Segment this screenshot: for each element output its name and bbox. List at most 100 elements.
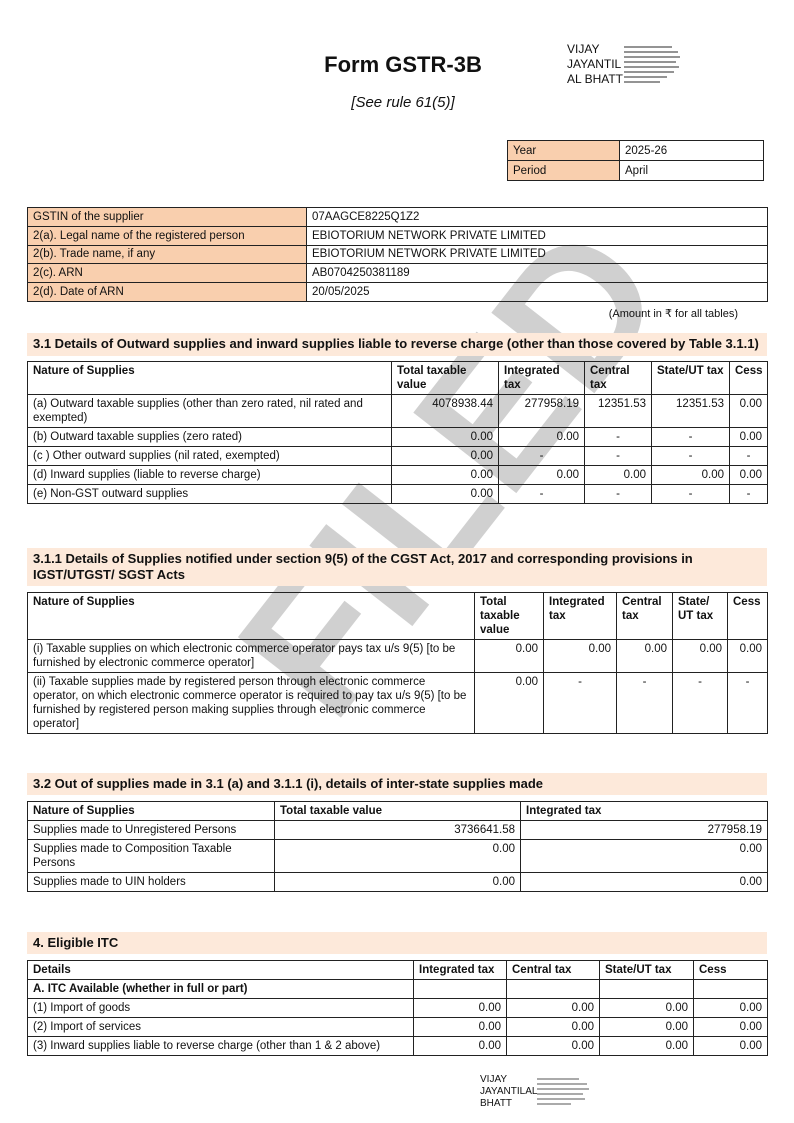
signature-line: JAYANTILAL (480, 1086, 538, 1097)
row: (i) Taxable supplies on which electronic… (27, 639, 768, 673)
amount-cell: 0.00 (520, 872, 768, 892)
amount-cell: 0.00 (599, 998, 694, 1018)
empty-cell (506, 979, 600, 999)
header-cell: Total taxable value (391, 361, 499, 395)
signature-scribble (537, 1078, 589, 1105)
header-cell: Total taxable value (274, 801, 521, 821)
label: 2(a). Legal name of the registered perso… (27, 225, 307, 246)
row: 2(c). ARN AB0704250381189 (27, 263, 768, 284)
value: 2025-26 (619, 140, 764, 161)
amount-cell: 0.00 (506, 1017, 600, 1037)
section-title: 4. Eligible ITC (27, 932, 767, 954)
description-cell: (3) Inward supplies liable to reverse ch… (27, 1036, 414, 1056)
row: 2(a). Legal name of the registered perso… (27, 225, 768, 246)
description-cell: (2) Import of services (27, 1017, 414, 1037)
header-cell: Nature of Supplies (27, 801, 275, 821)
amount-cell: 3736641.58 (274, 820, 521, 840)
row: (a) Outward taxable supplies (other than… (27, 394, 768, 428)
amount-cell: 0.00 (599, 1017, 694, 1037)
value: AB0704250381189 (306, 263, 768, 284)
description-cell: (a) Outward taxable supplies (other than… (27, 394, 392, 428)
signature-line: VIJAY (567, 42, 600, 56)
amount-cell: 0.00 (413, 1017, 507, 1037)
label: 2(b). Trade name, if any (27, 244, 307, 265)
signature-line: AL BHATT (567, 72, 624, 86)
row: (1) Import of goods 0.00 0.00 0.00 0.00 (27, 998, 768, 1018)
amount-cell: 0.00 (584, 465, 652, 485)
row: Supplies made to Composition Taxable Per… (27, 839, 768, 873)
header-cell: State/UT tax (599, 960, 694, 980)
value: 07AAGCE8225Q1Z2 (306, 207, 768, 227)
amount-cell: - (616, 672, 673, 734)
amount-cell: 0.00 (729, 465, 768, 485)
description-cell: (ii) Taxable supplies made by registered… (27, 672, 475, 734)
amount-cell: 0.00 (599, 1036, 694, 1056)
section-title: 3.1 Details of Outward supplies and inwa… (27, 333, 767, 356)
amount-cell: - (651, 427, 730, 447)
header-cell: Integrated tax (520, 801, 768, 821)
header-cell: Cess (729, 361, 768, 395)
header-cell: Total taxable value (474, 592, 544, 640)
form-subtitle: [See rule 61(5)] (351, 94, 455, 111)
description-cell: (i) Taxable supplies on which electronic… (27, 639, 475, 673)
amount-cell: 0.00 (693, 1036, 768, 1056)
signature-scribble (624, 46, 680, 83)
row: 2(b). Trade name, if any EBIOTORIUM NETWO… (27, 244, 768, 265)
amount-cell: 0.00 (543, 639, 617, 673)
info-table: Year 2025-26 Period April (507, 140, 764, 181)
amount-cell: 0.00 (693, 998, 768, 1018)
label: Year (507, 140, 620, 161)
amount-cell: 0.00 (727, 639, 768, 673)
signature: VIJAY JAYANTIL AL BHATT (567, 42, 623, 87)
row: Year 2025-26 (507, 140, 764, 161)
amount-cell: 0.00 (391, 427, 499, 447)
value: EBIOTORIUM NETWORK PRIVATE LIMITED (306, 225, 768, 246)
amount-cell: 0.00 (506, 1036, 600, 1056)
row: Supplies made to UIN holders 0.00 0.00 (27, 872, 768, 892)
label: Period (507, 160, 620, 181)
amount-cell: 0.00 (474, 672, 544, 734)
amount-cell: 12351.53 (651, 394, 730, 428)
amount-cell: 0.00 (474, 639, 544, 673)
section-table: Nature of Supplies Total taxable value Int… (27, 361, 768, 504)
amount-cell: 0.00 (498, 465, 585, 485)
row: (3) Inward supplies liable to reverse ch… (27, 1036, 768, 1056)
header-cell: Central tax (616, 592, 673, 640)
header-cell: State/UT tax (651, 361, 730, 395)
amount-cell: - (584, 484, 652, 504)
amount-cell: 0.00 (498, 427, 585, 447)
footer-signature: VIJAY JAYANTILAL BHATT (480, 1074, 537, 1110)
description-cell: (b) Outward taxable supplies (zero rated… (27, 427, 392, 447)
row: Supplies made to Unregistered Persons 373… (27, 820, 768, 840)
amount-cell: 0.00 (391, 465, 499, 485)
header-row: Details Integrated tax Central tax State/UT… (27, 960, 768, 980)
header-cell: Nature of Supplies (27, 592, 475, 640)
amount-cell: 0.00 (413, 1036, 507, 1056)
amount-cell: - (498, 484, 585, 504)
amount-cell: 0.00 (391, 484, 499, 504)
row: (ii) Taxable supplies made by registered… (27, 672, 768, 734)
row: (c ) Other outward supplies (nil rated, … (27, 446, 768, 466)
description-cell: A. ITC Available (whether in full or par… (27, 979, 414, 999)
amount-cell: - (584, 446, 652, 466)
row: GSTIN of the supplier 07AAGCE8225Q1Z2 (27, 207, 768, 227)
header-cell: Central tax (584, 361, 652, 395)
amount-cell: - (729, 446, 768, 466)
row: (2) Import of services 0.00 0.00 0.00 0.00 (27, 1017, 768, 1037)
description-cell: (d) Inward supplies (liable to reverse c… (27, 465, 392, 485)
description-cell: Supplies made to UIN holders (27, 872, 275, 892)
row: A. ITC Available (whether in full or par… (27, 979, 768, 999)
amount-cell: - (727, 672, 768, 734)
amount-cell: 0.00 (729, 427, 768, 447)
row: (d) Inward supplies (liable to reverse c… (27, 465, 768, 485)
signature-line: JAYANTIL (567, 57, 622, 71)
amount-cell: 0.00 (693, 1017, 768, 1037)
amount-note: (Amount in ₹ for all tables) (608, 308, 738, 320)
header-cell: Integrated tax (543, 592, 617, 640)
description-cell: (e) Non-GST outward supplies (27, 484, 392, 504)
signature-line: VIJAY (480, 1074, 508, 1085)
section-table: Nature of Supplies Total taxable value Int… (27, 801, 768, 892)
amount-cell: - (672, 672, 728, 734)
amount-cell: - (584, 427, 652, 447)
signature-line: BHATT (480, 1098, 513, 1109)
